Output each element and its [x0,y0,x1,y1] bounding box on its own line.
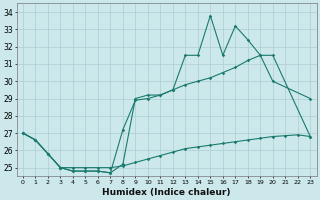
X-axis label: Humidex (Indice chaleur): Humidex (Indice chaleur) [102,188,231,197]
